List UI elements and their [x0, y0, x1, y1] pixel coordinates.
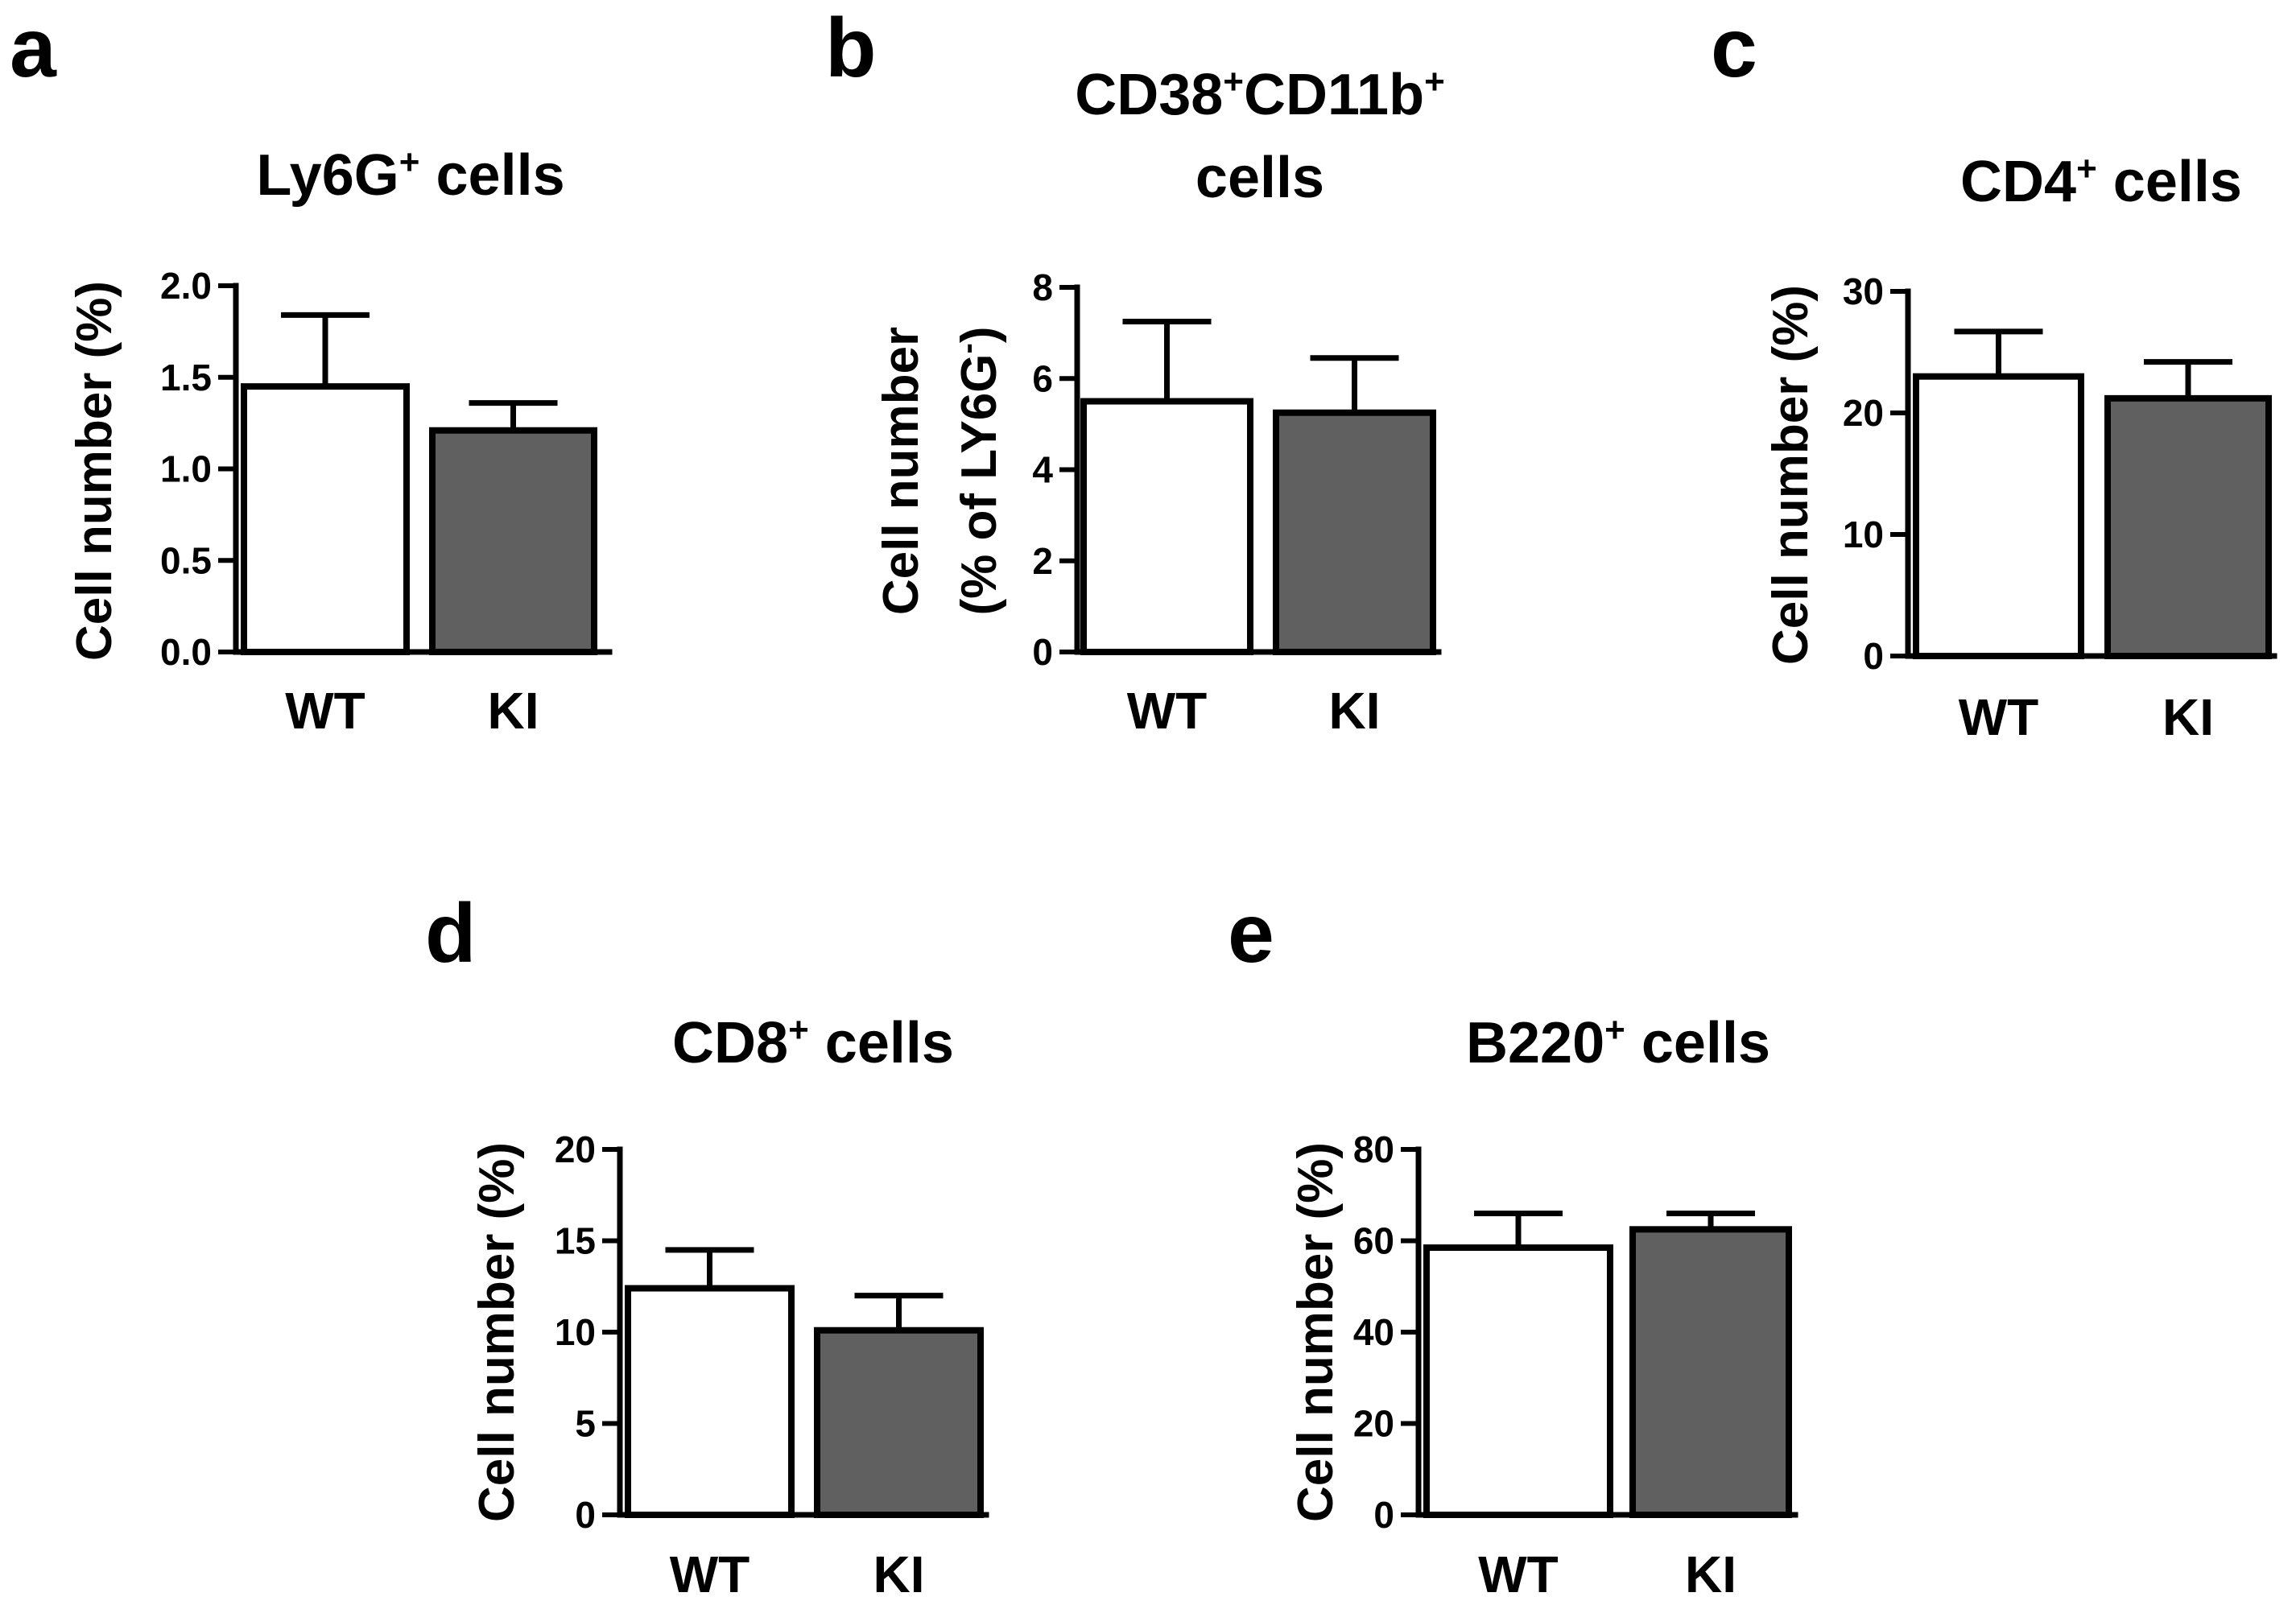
panel-letter: e	[1228, 887, 1274, 980]
y-tick-label: 0.5	[160, 539, 212, 581]
chart-title-main: CD38	[1075, 63, 1223, 127]
bar-wt	[1423, 1244, 1613, 1518]
y-tick-label: 20	[1353, 1403, 1394, 1445]
bar-wt	[241, 383, 410, 655]
panel-letter: c	[1711, 2, 1757, 95]
chart-title-superscript: +	[2076, 149, 2097, 188]
x-tick-label-ki: KI	[1329, 682, 1381, 740]
x-tick-label-wt: WT	[1127, 682, 1208, 740]
bar-ki	[814, 1326, 984, 1518]
bar-wt	[1913, 373, 2084, 659]
y-tick-label: 8	[1032, 266, 1053, 308]
y-tick-label: 30	[1843, 270, 1884, 312]
chart-title-suffix: cells	[419, 143, 564, 208]
x-tick-label-ki: KI	[2162, 688, 2214, 746]
chart-title: CD8+ cells	[672, 1010, 954, 1075]
panel-letter: a	[10, 2, 57, 95]
y-axis-label-line2-superscript: -	[950, 343, 985, 353]
y-tick-label: 40	[1353, 1311, 1394, 1353]
y-tick-label: 0	[575, 1494, 596, 1536]
chart-panel-c: c CD4+ cells Cell number (%) WT KI 0 10 20 30	[1711, 2, 2277, 746]
bar-wt	[1080, 398, 1253, 655]
chart-title: CD38+CD11b+	[1075, 62, 1445, 127]
chart-title-main: Ly6G	[256, 143, 398, 208]
y-tick-label: 0.0	[160, 631, 212, 673]
x-tick-label-wt: WT	[1959, 688, 2039, 746]
x-tick-label-wt: WT	[670, 1545, 750, 1603]
y-tick-label: 6	[1032, 357, 1053, 399]
y-tick-label: 20	[1843, 392, 1884, 434]
x-tick-label-ki: KI	[873, 1545, 925, 1603]
chart-title: B220+ cells	[1466, 1010, 1770, 1075]
x-tick-label-ki: KI	[1685, 1545, 1736, 1603]
y-tick-label: 0	[1032, 631, 1053, 673]
chart-panel-a: a Ly6G+ cells Cell number (%) WT KI 0.0 0.5 1.0…	[10, 2, 613, 740]
y-axis-label: Cell number (%)	[469, 1142, 525, 1522]
y-tick-label: 4	[1032, 449, 1053, 491]
chart-title-main: CD8	[672, 1011, 788, 1075]
y-tick-label: 2.0	[160, 265, 212, 307]
y-axis-label-line2-main: (% of LY6G	[952, 353, 1007, 615]
panel-letter: d	[425, 887, 477, 980]
y-axis-label: Cell number (%)	[1763, 285, 1819, 665]
chart-title: Ly6G+ cells	[256, 142, 564, 208]
chart-title-line2: cells	[1195, 146, 1324, 210]
y-tick-label: 80	[1353, 1128, 1394, 1170]
bar-ki	[429, 427, 597, 655]
y-tick-label: 2	[1032, 540, 1053, 582]
x-tick-label-wt: WT	[1478, 1545, 1559, 1603]
chart-title-suffix: CD11b	[1244, 63, 1424, 127]
chart-title-suffix: cells	[809, 1011, 954, 1075]
chart-panel-d: d CD8+ cells Cell number (%) WT KI 0 5 10 15 20	[425, 887, 989, 1603]
y-tick-label: 5	[575, 1403, 596, 1445]
y-tick-label: 10	[1843, 514, 1884, 555]
y-tick-label: 60	[1353, 1220, 1394, 1262]
y-tick-label: 1.5	[160, 357, 212, 398]
y-tick-label: 1.0	[160, 448, 212, 490]
panel-letter: b	[825, 2, 877, 95]
chart-title-superscript: +	[788, 1010, 809, 1050]
chart-title-superscript-2: +	[1424, 62, 1445, 101]
x-tick-label-wt: WT	[285, 682, 365, 740]
chart-title-superscript: +	[1223, 62, 1244, 101]
bar-ki	[1629, 1226, 1792, 1518]
bar-ki	[2104, 394, 2272, 659]
chart-title-superscript: +	[1604, 1010, 1625, 1050]
chart-title-suffix: cells	[2097, 150, 2242, 214]
y-axis-label: Cell number (%)	[67, 281, 122, 661]
bar-wt	[625, 1285, 795, 1519]
y-axis-label: Cell number (%)	[1288, 1142, 1344, 1522]
chart-title-main: CD4	[1960, 150, 2076, 214]
x-tick-label-ki: KI	[488, 682, 539, 740]
chart-title-main: B220	[1466, 1011, 1604, 1075]
chart-title-superscript: +	[399, 142, 420, 182]
bar-ki	[1273, 409, 1436, 655]
y-tick-label: 0	[1373, 1494, 1394, 1536]
y-axis-label: Cell number	[873, 327, 929, 615]
y-tick-label: 10	[555, 1311, 596, 1353]
chart-title: CD4+ cells	[1960, 149, 2242, 214]
chart-panel-e: e B220+ cells Cell number (%) WT KI 0 20 40 60 80	[1228, 887, 1798, 1603]
y-axis-label-line2-end: )	[952, 327, 1007, 344]
y-axis-label-line2: (% of LY6G-)	[950, 327, 1007, 616]
y-tick-label: 15	[555, 1220, 596, 1262]
chart-title-suffix: cells	[1625, 1011, 1770, 1075]
y-tick-label: 20	[555, 1128, 596, 1170]
y-tick-label: 0	[1863, 635, 1884, 677]
